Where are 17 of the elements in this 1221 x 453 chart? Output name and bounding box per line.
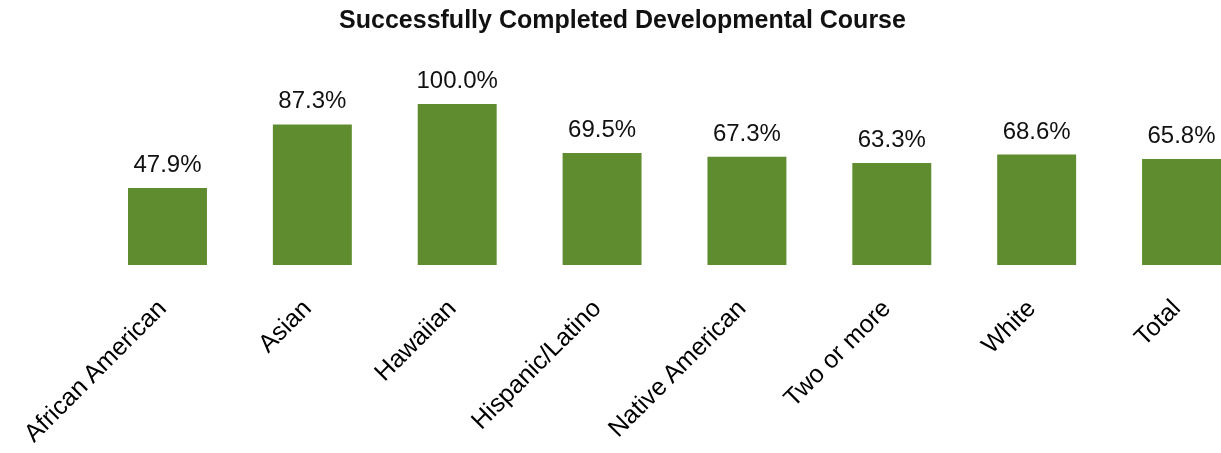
data-label: 68.6%: [1002, 116, 1071, 144]
bar: [562, 153, 642, 265]
chart-title: Successfully Completed Developmental Course: [339, 5, 907, 33]
bar: [852, 163, 932, 265]
data-label: 100.0%: [416, 66, 498, 93]
bar: [272, 124, 352, 265]
data-label: 47.9%: [133, 149, 202, 177]
bar: [707, 156, 787, 265]
data-label: 65.8%: [1147, 121, 1216, 149]
bar: [128, 187, 207, 265]
bar: [1142, 159, 1221, 265]
data-label: 67.3%: [712, 118, 781, 146]
bar: [417, 104, 497, 265]
data-label: 87.3%: [278, 86, 347, 114]
data-label: 69.5%: [568, 115, 637, 143]
data-label: 63.3%: [857, 125, 926, 153]
bar: [997, 154, 1077, 265]
